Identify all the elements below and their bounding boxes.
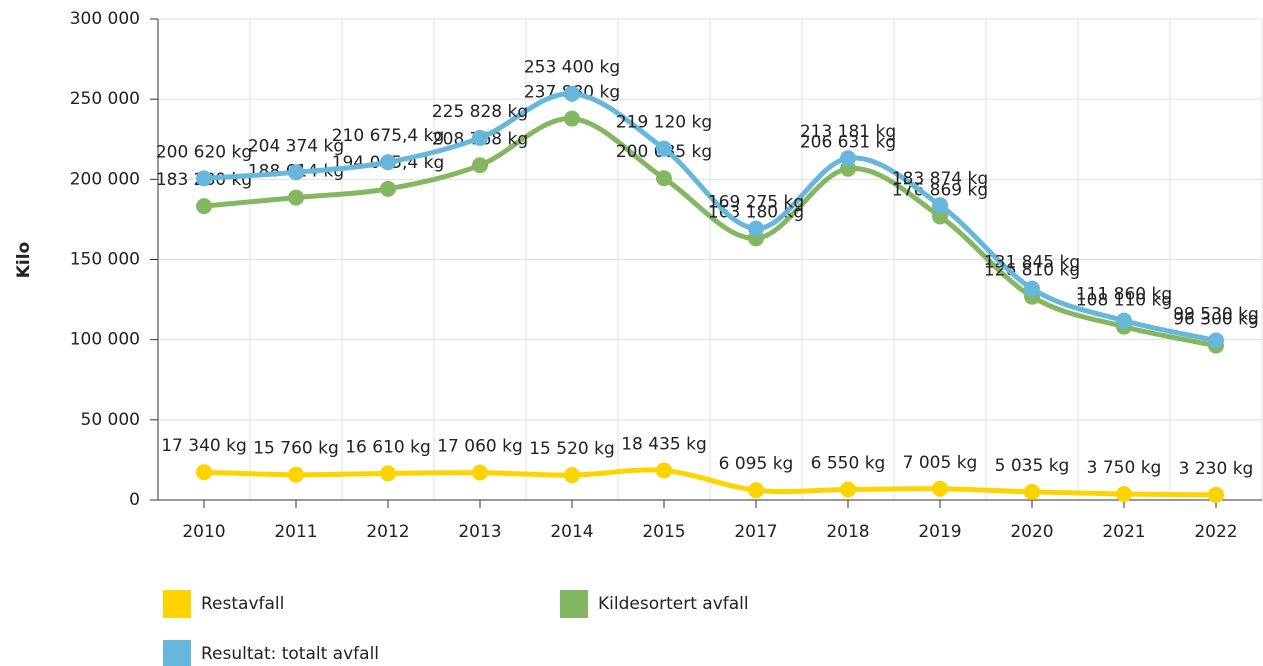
point: [564, 110, 580, 127]
data-label: 111 860 kg: [1076, 285, 1172, 305]
point: [1116, 312, 1132, 329]
data-label: 183 874 kg: [892, 169, 988, 189]
data-label: 200 620 kg: [156, 142, 252, 162]
point: [1116, 485, 1132, 502]
y-tick-label: 50 000: [81, 410, 140, 430]
legend-label: Restavfall: [201, 594, 284, 614]
legend-swatch: [560, 590, 588, 618]
point: [1208, 332, 1224, 349]
point: [1024, 483, 1040, 500]
data-label: 3 750 kg: [1087, 458, 1162, 478]
y-tick-label: 0: [129, 490, 140, 510]
data-label: 213 181 kg: [800, 122, 896, 142]
x-tick-label: 2011: [274, 522, 317, 542]
point: [932, 197, 948, 214]
data-label: 169 275 kg: [708, 193, 804, 213]
data-label: 16 610 kg: [345, 437, 431, 457]
y-tick-label: 200 000: [70, 169, 140, 189]
x-tick-label: 2017: [734, 522, 777, 542]
legend-label: Kildesortert avfall: [598, 594, 749, 614]
data-label: 219 120 kg: [616, 113, 712, 133]
x-tick-label: 2019: [918, 522, 961, 542]
x-tick-label: 2015: [642, 522, 685, 542]
point: [288, 189, 304, 206]
data-label: 131 845 kg: [984, 253, 1080, 273]
point: [564, 85, 580, 102]
x-tick-label: 2021: [1102, 522, 1145, 542]
point: [656, 170, 672, 187]
line: [203, 467, 1217, 498]
x-tick-label: 2013: [458, 522, 501, 542]
data-label: 225 828 kg: [432, 102, 528, 122]
point: [472, 129, 488, 146]
legend-label: Resultat: totalt avfall: [201, 644, 379, 664]
point: [380, 154, 396, 171]
data-label: 3 230 kg: [1179, 459, 1254, 479]
data-label: 253 400 kg: [524, 58, 620, 78]
point: [656, 462, 672, 479]
point: [748, 482, 764, 499]
x-tick-label: 2012: [366, 522, 409, 542]
x-tick-label: 2018: [826, 522, 869, 542]
point: [564, 467, 580, 484]
point: [196, 198, 212, 215]
point: [472, 464, 488, 481]
data-label: 210 675,4 kg: [332, 126, 445, 146]
data-label: 15 760 kg: [253, 439, 339, 459]
y-tick-label: 250 000: [70, 89, 140, 109]
data-label: 7 005 kg: [903, 453, 978, 473]
point: [288, 466, 304, 483]
data-label: 5 035 kg: [995, 456, 1070, 476]
point: [196, 170, 212, 187]
point: [1208, 486, 1224, 503]
legend-swatch: [163, 640, 191, 666]
point: [380, 180, 396, 197]
point: [380, 465, 396, 482]
data-label: 126 810 kg: [984, 261, 1080, 281]
data-label: 96 300 kg: [1173, 310, 1259, 330]
data-label: 204 374 kg: [248, 136, 344, 156]
point: [656, 140, 672, 157]
data-label: 17 340 kg: [161, 436, 247, 456]
point: [288, 164, 304, 181]
x-tick-label: 2010: [182, 522, 225, 542]
point: [472, 157, 488, 174]
data-label: 108 110 kg: [1076, 291, 1172, 311]
data-label: 99 530 kg: [1173, 304, 1259, 324]
point: [932, 480, 948, 497]
point: [196, 464, 212, 481]
y-tick-label: 100 000: [70, 330, 140, 350]
data-label: 6 095 kg: [719, 454, 794, 474]
x-tick-label: 2020: [1010, 522, 1053, 542]
point: [1024, 280, 1040, 297]
data-label: 15 520 kg: [529, 439, 615, 459]
data-label: 206 631 kg: [800, 133, 896, 153]
data-label: 17 060 kg: [437, 437, 523, 457]
data-label: 18 435 kg: [621, 434, 707, 454]
point: [840, 150, 856, 167]
y-tick-label: 150 000: [70, 250, 140, 270]
data-label: 6 550 kg: [811, 453, 886, 473]
y-axis-label: Kilo: [14, 242, 34, 279]
point: [748, 220, 764, 237]
y-tick-label: 300 000: [70, 9, 140, 29]
x-tick-label: 2014: [550, 522, 593, 542]
point: [932, 208, 948, 225]
point: [840, 481, 856, 498]
legend-swatch: [163, 590, 191, 618]
x-tick-label: 2022: [1194, 522, 1237, 542]
